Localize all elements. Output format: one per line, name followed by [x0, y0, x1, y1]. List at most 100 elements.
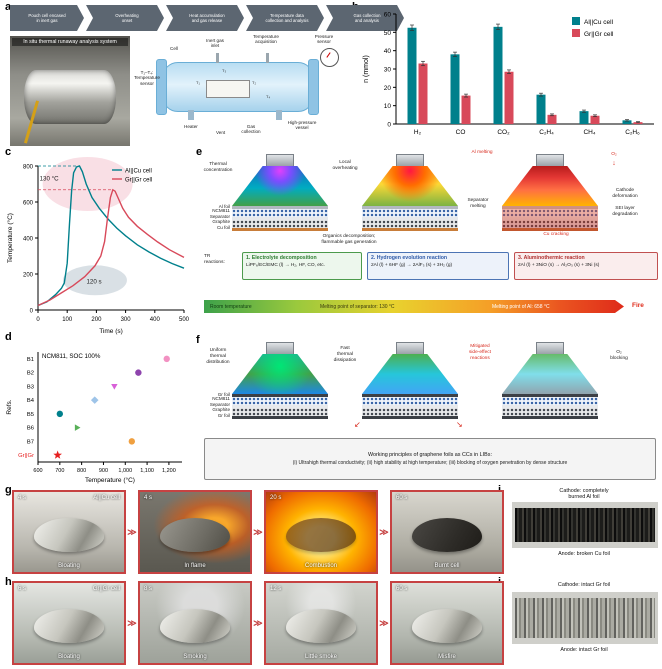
current-collector-bottom: [362, 416, 458, 419]
sensor-t4: T₄: [266, 94, 271, 99]
stack-layer-label: NCM811: [212, 396, 230, 401]
frame-caption: Misfire: [438, 654, 456, 660]
electrode-stack: [232, 206, 328, 231]
timestamp: 12 s: [270, 586, 282, 592]
g-frame-2: 4 s In flame: [138, 490, 252, 574]
reaction-formula: 2Al (l) + 3NiO (s) → Al₂O₃ (s) + 3Ni (s): [518, 263, 600, 268]
label-inert-gas-inlet: Inert gas inlet: [206, 38, 224, 49]
heat-dissipation-arrow-icon: ↙: [354, 420, 361, 429]
stack-layer-label: Al foil: [218, 203, 230, 209]
workflow-step-1: Pouch cell encased in inert gas: [10, 5, 84, 31]
intact-foil-photo: [512, 592, 658, 644]
svg-text:0: 0: [36, 317, 40, 323]
pressure-vessel-photo-shape: [24, 70, 116, 124]
separator-layer: [362, 217, 458, 220]
svg-text:900: 900: [99, 468, 108, 474]
series-line: [37, 165, 185, 307]
grgr-cell-photo-sequence: 6 s Gr||Gr cell Bloating ≫ 8 s Smoking ≫ 12 s Li…: [12, 581, 504, 665]
label-high-pressure-vessel: High-pressure vessel: [287, 120, 317, 131]
tr-temperature-scatter-plot: 600 700 800 900 1,000 1,100 1,200 Temperature (…: [6, 352, 182, 484]
principles-title: Working principles of graphene foils as …: [368, 452, 492, 458]
cell-state-local-overheating: [362, 154, 458, 231]
anode-caption-j: Anode: intact Gr foil: [560, 647, 608, 653]
cell-state-uniform-distribution: [232, 342, 328, 419]
gradient-label-fire: Fire: [632, 302, 644, 309]
separator-layer: [502, 405, 598, 408]
label-al-melting: Al melting: [471, 150, 493, 155]
current-collector-top: [502, 206, 598, 209]
svg-text:0: 0: [387, 122, 391, 129]
workflow-steps: Pouch cell encased in inert gas Overheati…: [10, 5, 404, 31]
sensor-t3: T₃: [222, 68, 227, 73]
burned-foil-texture: [515, 508, 655, 542]
data-point: [163, 355, 170, 363]
svg-text:1,200: 1,200: [162, 468, 176, 474]
label-sei-degradation: SEI layer degradation: [612, 206, 638, 217]
label-temperature-sensor: T₁–T₄: Temperature sensor: [134, 70, 160, 86]
electrode-stack: [362, 206, 458, 231]
svg-text:20: 20: [384, 85, 392, 92]
temperature-time-line-chart: 0 200 400 600 800 0 100 200 300 400 500 Time (s) Tem…: [6, 157, 190, 335]
thermal-map: [362, 354, 458, 394]
cell-type-label: Gr||Gr cell: [92, 586, 120, 592]
workflow-step-5: Gas collection and analysis: [326, 5, 404, 31]
burned-cathode-photo: [512, 502, 658, 548]
thermal-map: [232, 166, 328, 206]
frame-caption: Smoking: [183, 654, 207, 660]
electrode-stack: [232, 394, 328, 419]
sequence-arrow-icon: ≫: [127, 617, 137, 628]
legend-swatch: [572, 17, 580, 25]
svg-text:1,100: 1,100: [140, 468, 154, 474]
reaction-formula: LiPF₆/EC/EMC (l) → H₂, HF, CO, etc.: [246, 263, 325, 268]
cathode-layer: [362, 209, 458, 217]
svg-text:B4: B4: [27, 398, 35, 404]
connector-tab: [396, 342, 424, 354]
current-collector-bottom: [502, 228, 598, 231]
gas-amount-bar-chart: 0 10 20 30 40 50 60 n (mmol) H₂ CO CO₂ C₂H₄ CH₄ C₂H₆ A…: [363, 12, 654, 136]
vessel-endcap-left: [156, 59, 167, 115]
svg-text:H₂: H₂: [414, 129, 422, 136]
tr-reaction-3: 3. Aluminothermic reaction 2Al (l) + 3NiO…: [514, 252, 658, 280]
sensor-t2: T₂: [252, 80, 256, 85]
stack-layer-label: Separator: [209, 401, 230, 407]
sequence-arrow-icon: ≫: [127, 526, 137, 537]
data-point: [74, 424, 81, 431]
svg-text:Gr||Gr: Gr||Gr: [18, 453, 34, 459]
pouch-cell: [34, 609, 104, 643]
cell-state-mitigated-reactions: [502, 342, 598, 419]
label-uniform-distribution: Uniform thermal distribution: [206, 348, 230, 365]
current-collector-top: [232, 394, 328, 397]
svg-text:60: 60: [384, 12, 392, 19]
legend-swatch: [572, 29, 580, 37]
current-collector-bottom: [362, 228, 458, 231]
svg-text:1,000: 1,000: [118, 468, 132, 474]
stack-layer-label: Gr foil: [217, 391, 230, 397]
anode-layer: [232, 220, 328, 228]
label-gas-collection: Gas collection: [241, 124, 261, 135]
timestamp: 60 s: [396, 495, 408, 501]
svg-text:600: 600: [23, 201, 34, 207]
tr-reaction-2: 2. Hydrogen evolution reaction 2Al (l) + …: [367, 252, 509, 280]
cathode-layer: [502, 209, 598, 217]
frame-caption: Little smoke: [304, 654, 337, 660]
vessel-leg: [188, 110, 194, 120]
svg-text:Al||Cu cell: Al||Cu cell: [584, 19, 614, 26]
panel-label-g: g: [5, 484, 12, 496]
sequence-arrow-icon: ≫: [379, 617, 389, 628]
reaction-title: 3. Aluminothermic reaction: [518, 255, 585, 261]
label-cell: Cell: [170, 46, 178, 51]
svg-text:CO: CO: [456, 129, 466, 136]
label-vent: Vent: [216, 130, 226, 135]
graphene-mechanism-schematic: Uniform thermal distribution Fast therma…: [204, 338, 660, 486]
data-point: [53, 450, 62, 459]
cell-state-al-melting: [502, 154, 598, 231]
stack-layer-label: Separator: [209, 213, 230, 219]
anode-caption-i: Anode: broken Cu foil: [558, 551, 610, 557]
electrode-stack: [502, 206, 598, 231]
separator-layer: [502, 217, 598, 220]
svg-text:n (mmol): n (mmol): [363, 55, 370, 83]
panel-label-d: d: [5, 331, 12, 343]
workflow-step-4: Temperature data collection and analysis: [246, 5, 324, 31]
sequence-arrow-icon: ≫: [253, 617, 263, 628]
h-frame-3: 12 s Little smoke: [264, 581, 378, 665]
